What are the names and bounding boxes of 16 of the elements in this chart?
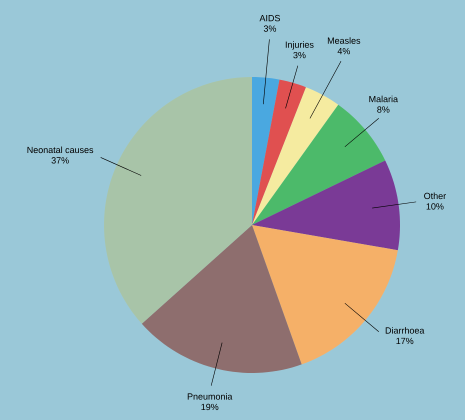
data-label: 17% <box>396 338 414 344</box>
data-label: 37% <box>52 157 69 164</box>
slice-label: Measles <box>328 37 360 44</box>
data-label: 19% <box>201 404 218 410</box>
data-label: 10% <box>426 203 444 210</box>
slice-label: Injuries <box>286 41 314 50</box>
data-label: 3% <box>293 52 306 58</box>
slice-label: Other <box>424 192 446 200</box>
slice-label: Malaria <box>369 96 398 102</box>
slice-label: Pneumonia <box>188 393 232 400</box>
data-label: 8% <box>377 106 390 113</box>
slice-label: Diarrhoea <box>386 327 424 334</box>
data-label: 4% <box>338 48 350 54</box>
slice-label: AIDS <box>259 14 280 22</box>
slice-label: Neonatal causes <box>27 146 94 154</box>
data-label: 3% <box>264 25 276 32</box>
